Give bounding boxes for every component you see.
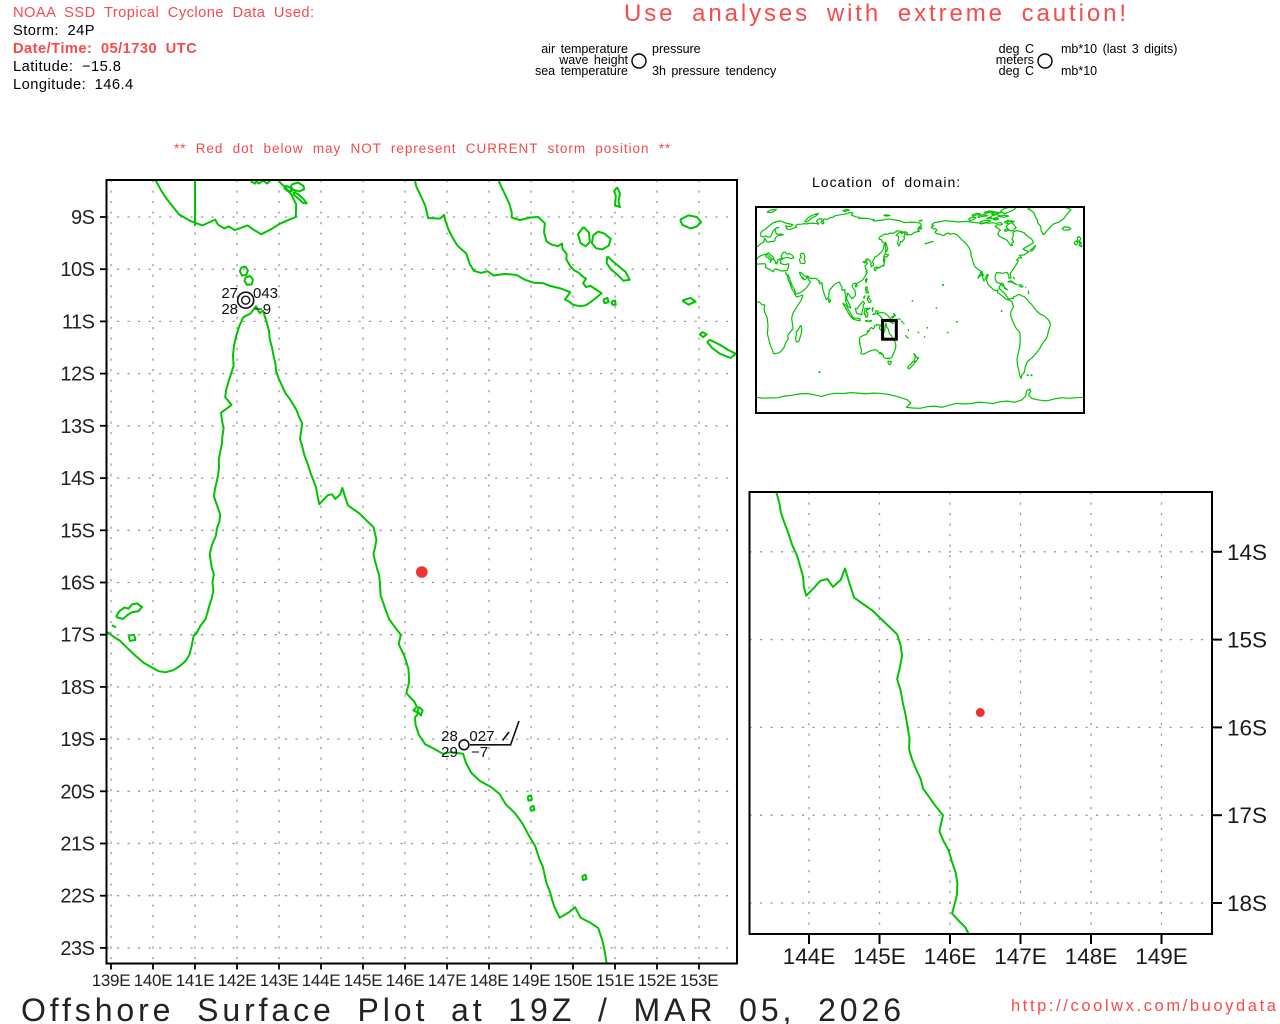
svg-text:15S: 15S (1227, 628, 1267, 653)
svg-text:18S: 18S (1227, 891, 1267, 916)
svg-text:10S: 10S (60, 259, 94, 281)
svg-text:147E: 147E (428, 971, 467, 990)
svg-text:14S: 14S (60, 468, 94, 490)
svg-text:144E: 144E (783, 944, 836, 969)
svg-text:18S: 18S (60, 677, 94, 699)
svg-text:16S: 16S (1227, 715, 1267, 740)
svg-text:28: 28 (221, 301, 238, 318)
svg-text:140E: 140E (134, 971, 173, 990)
svg-text:17S: 17S (1227, 803, 1267, 828)
svg-text:148E: 148E (470, 971, 509, 990)
svg-text:11S: 11S (62, 311, 95, 333)
svg-text:14S: 14S (1227, 540, 1267, 565)
svg-text:23S: 23S (60, 938, 94, 960)
svg-text:149E: 149E (1135, 944, 1188, 969)
svg-text:143E: 143E (260, 971, 299, 990)
svg-text:145E: 145E (853, 944, 906, 969)
svg-text:151E: 151E (596, 971, 635, 990)
svg-text:13S: 13S (60, 416, 94, 438)
svg-text:146E: 146E (924, 944, 977, 969)
svg-text:20S: 20S (60, 781, 94, 803)
svg-text:21S: 21S (60, 834, 94, 856)
svg-text:9S: 9S (71, 207, 95, 229)
svg-text:146E: 146E (386, 971, 425, 990)
svg-text:−9: −9 (254, 301, 271, 318)
svg-text:12S: 12S (60, 364, 94, 386)
svg-text:17S: 17S (60, 625, 94, 647)
svg-text:150E: 150E (554, 971, 593, 990)
svg-text:147E: 147E (994, 944, 1047, 969)
svg-text:144E: 144E (302, 971, 341, 990)
svg-text:148E: 148E (1065, 944, 1118, 969)
svg-text:29: 29 (441, 744, 458, 761)
svg-text:15S: 15S (60, 520, 94, 542)
svg-text:149E: 149E (512, 971, 551, 990)
svg-text:153E: 153E (680, 971, 719, 990)
svg-text:28: 28 (441, 728, 458, 745)
svg-text:19S: 19S (60, 729, 94, 751)
svg-text:−7: −7 (471, 744, 488, 761)
svg-text:142E: 142E (218, 971, 257, 990)
svg-text:152E: 152E (638, 971, 677, 990)
svg-text:27: 27 (221, 285, 238, 302)
svg-text:22S: 22S (60, 886, 94, 908)
svg-text:141E: 141E (176, 971, 215, 990)
svg-text:139E: 139E (92, 971, 131, 990)
svg-text:027: 027 (469, 728, 494, 745)
svg-text:145E: 145E (344, 971, 383, 990)
svg-text:16S: 16S (60, 573, 94, 595)
svg-text:043: 043 (253, 285, 278, 302)
